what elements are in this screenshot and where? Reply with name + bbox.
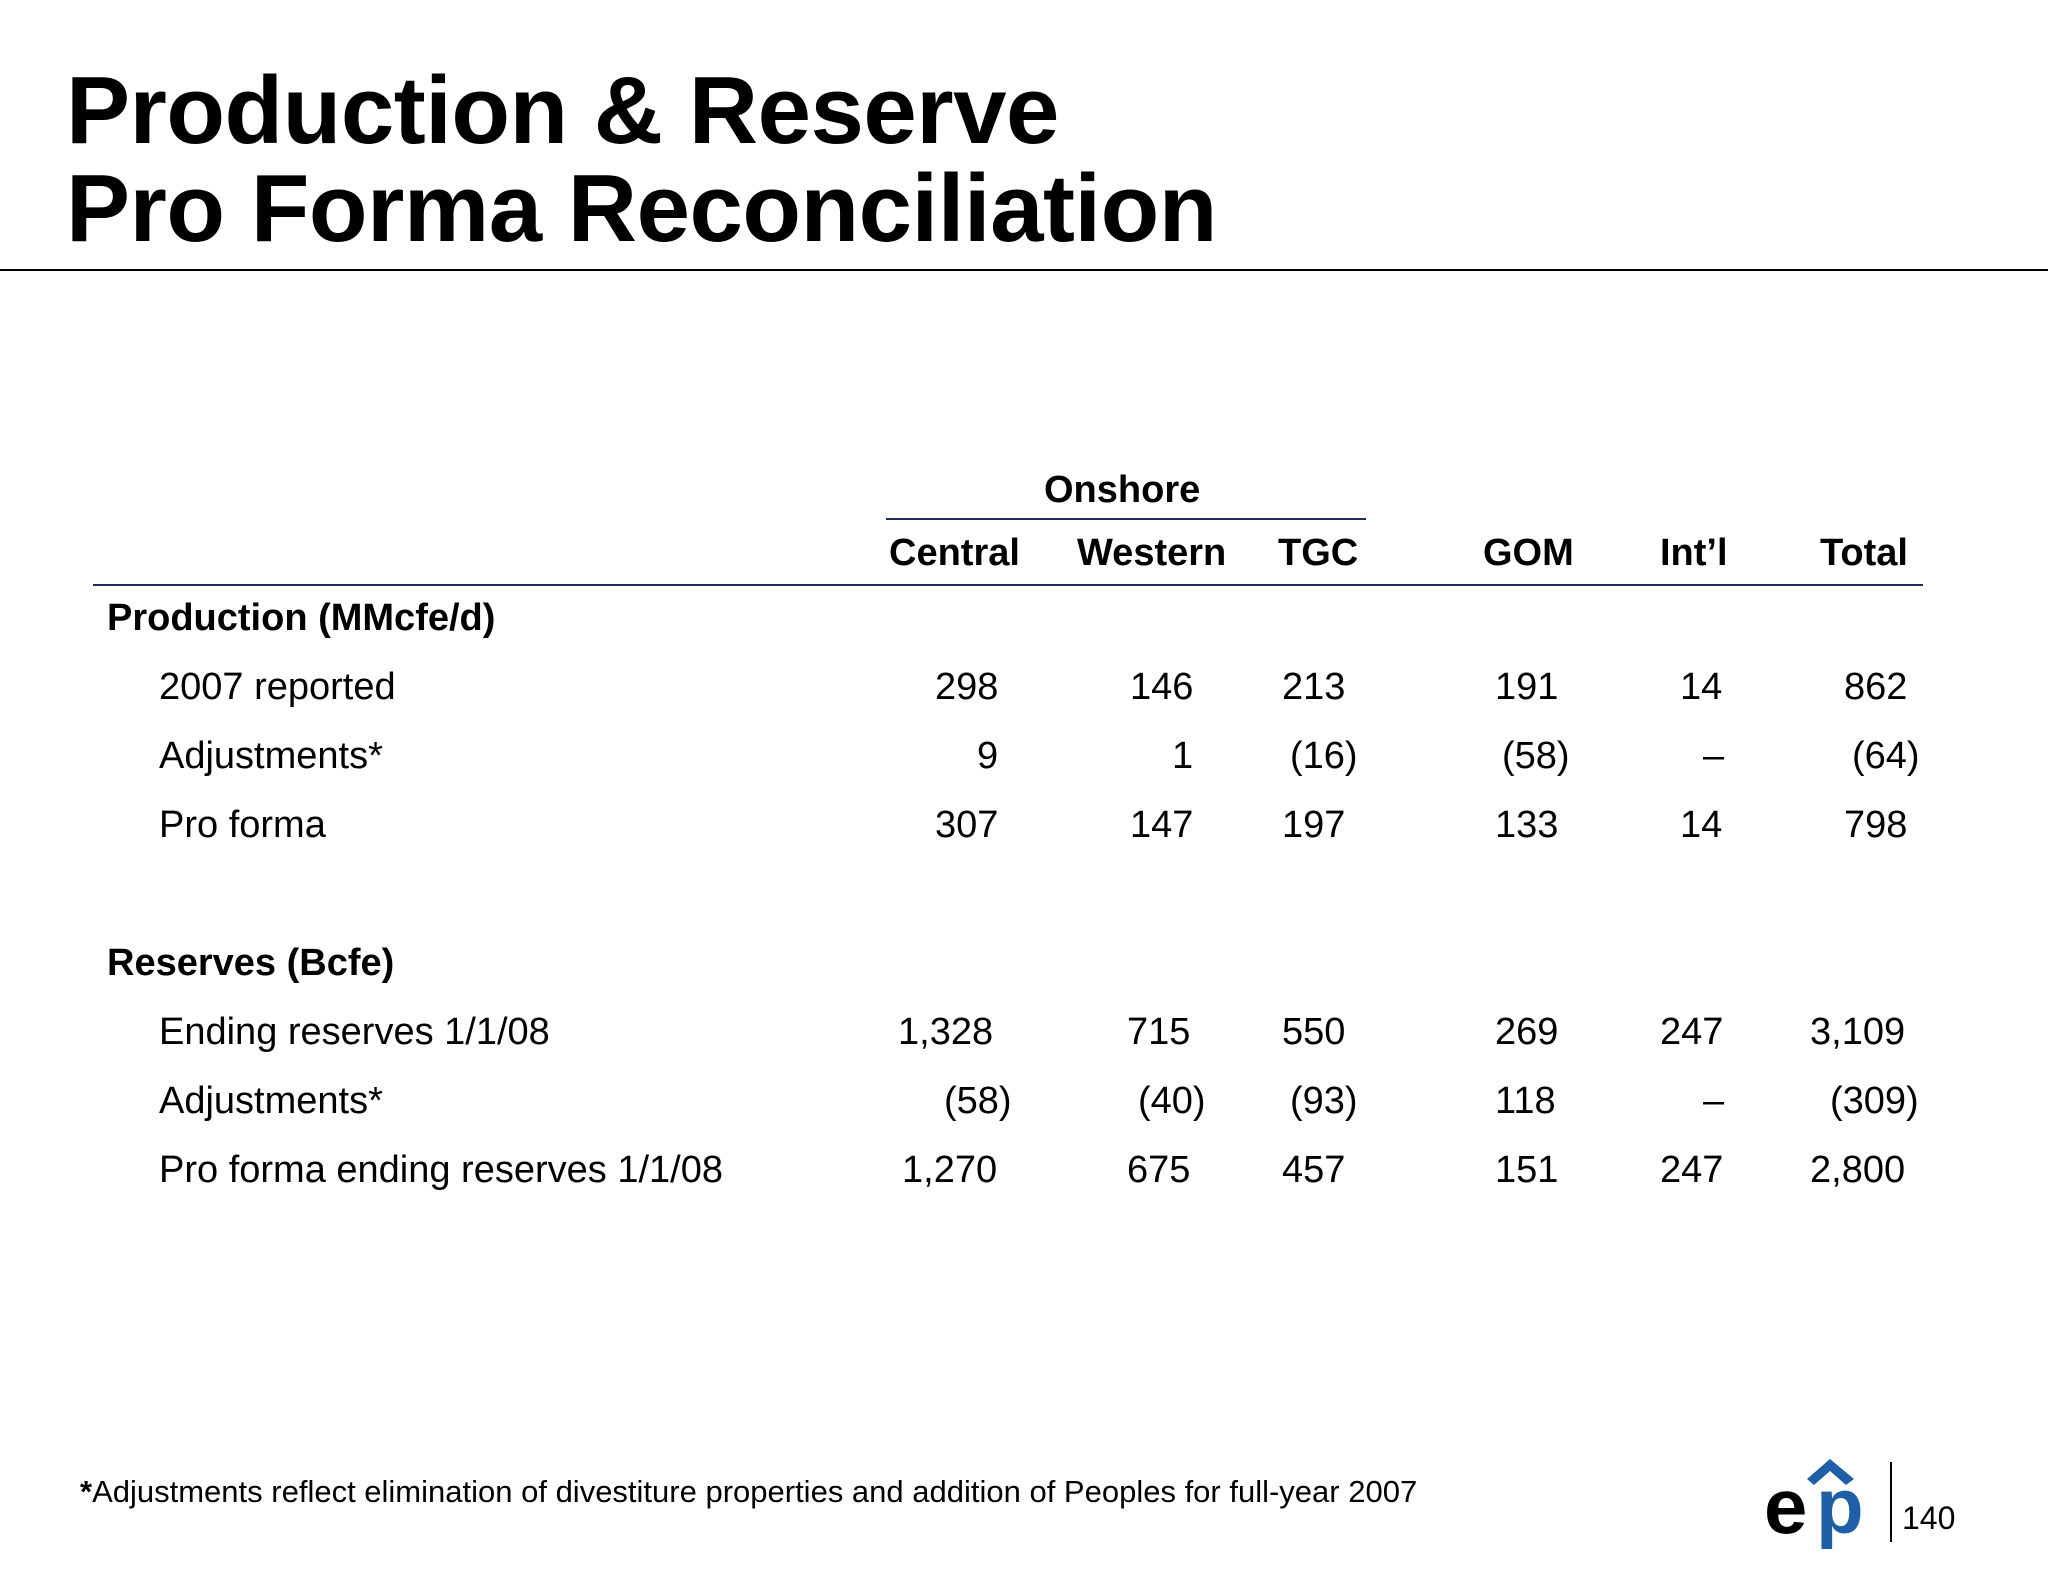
- column-header-central: Central: [889, 532, 1020, 574]
- column-header-gom: GOM: [1483, 532, 1574, 574]
- cell-gom: 191: [1495, 666, 1559, 708]
- cell-intl: 247: [1660, 1149, 1724, 1191]
- logo-letter-e: e: [1764, 1462, 1807, 1550]
- row-label: 2007 reported: [159, 666, 396, 708]
- cell-central: 298: [935, 666, 999, 708]
- cell-western: (40): [1138, 1080, 1206, 1122]
- cell-western: 715: [1127, 1011, 1191, 1053]
- onshore-group-header: Onshore: [1044, 469, 1201, 511]
- cell-tgc: 550: [1282, 1011, 1346, 1053]
- cell-total: 3,109: [1810, 1011, 1906, 1053]
- section-title-reserves: Reserves (Bcfe): [107, 942, 395, 984]
- cell-tgc: (16): [1290, 735, 1358, 777]
- ep-logo: e p: [1764, 1459, 1864, 1550]
- cell-intl: 247: [1660, 1011, 1724, 1053]
- cell-intl: –: [1703, 1080, 1725, 1122]
- slide-title: Production & Reserve Pro Forma Reconcili…: [66, 62, 1217, 258]
- logo-divider: [1890, 1462, 1892, 1542]
- page-number: 140: [1902, 1500, 1956, 1536]
- cell-central: (58): [944, 1080, 1012, 1122]
- row-label: Pro forma ending reserves 1/1/08: [159, 1149, 723, 1191]
- row-label: Adjustments*: [159, 735, 383, 777]
- footnote: *Adjustments reflect elimination of dive…: [80, 1474, 1417, 1510]
- slide-title-line-2: Pro Forma Reconciliation: [66, 155, 1217, 262]
- footnote-asterisk: *: [80, 1474, 93, 1509]
- cell-western: 1: [1172, 735, 1194, 777]
- row-label: Pro forma: [159, 804, 326, 846]
- cell-gom: (58): [1502, 735, 1570, 777]
- cell-gom: 269: [1495, 1011, 1559, 1053]
- column-header-western: Western: [1077, 532, 1227, 574]
- cell-tgc: 197: [1282, 804, 1346, 846]
- column-header-total: Total: [1820, 532, 1908, 574]
- column-header-tgc: TGC: [1278, 532, 1359, 574]
- cell-intl: 14: [1680, 666, 1723, 708]
- cell-central: 1,328: [898, 1011, 994, 1053]
- cell-total: 862: [1844, 666, 1908, 708]
- onshore-group-underline: [886, 518, 1366, 520]
- section-title-production: Production (MMcfe/d): [107, 597, 496, 639]
- cell-gom: 133: [1495, 804, 1559, 846]
- cell-total: 798: [1844, 804, 1908, 846]
- cell-western: 675: [1127, 1149, 1191, 1191]
- cell-central: 307: [935, 804, 999, 846]
- cell-gom: 151: [1495, 1149, 1559, 1191]
- row-label: Ending reserves 1/1/08: [159, 1011, 550, 1053]
- cell-gom: 118: [1495, 1080, 1556, 1122]
- cell-central: 9: [977, 735, 999, 777]
- cell-central: 1,270: [902, 1149, 998, 1191]
- logo-caret-icon: [1807, 1459, 1854, 1485]
- cell-tgc: (93): [1290, 1080, 1358, 1122]
- cell-total: (64): [1852, 735, 1920, 777]
- slide-title-line-1: Production & Reserve: [66, 57, 1059, 164]
- cell-tgc: 457: [1282, 1149, 1346, 1191]
- cell-total: 2,800: [1810, 1149, 1906, 1191]
- footnote-text: Adjustments reflect elimination of dives…: [92, 1474, 1418, 1509]
- cell-intl: 14: [1680, 804, 1723, 846]
- cell-western: 147: [1130, 804, 1194, 846]
- logo-letter-p: p: [1816, 1462, 1864, 1550]
- row-label: Adjustments*: [159, 1080, 383, 1122]
- cell-tgc: 213: [1282, 666, 1346, 708]
- title-divider: [0, 269, 2048, 271]
- cell-total: (309): [1830, 1080, 1919, 1122]
- cell-western: 146: [1130, 666, 1194, 708]
- column-header-intl: Int’l: [1660, 532, 1728, 574]
- cell-intl: –: [1703, 735, 1725, 777]
- table-header-rule: [93, 584, 1923, 586]
